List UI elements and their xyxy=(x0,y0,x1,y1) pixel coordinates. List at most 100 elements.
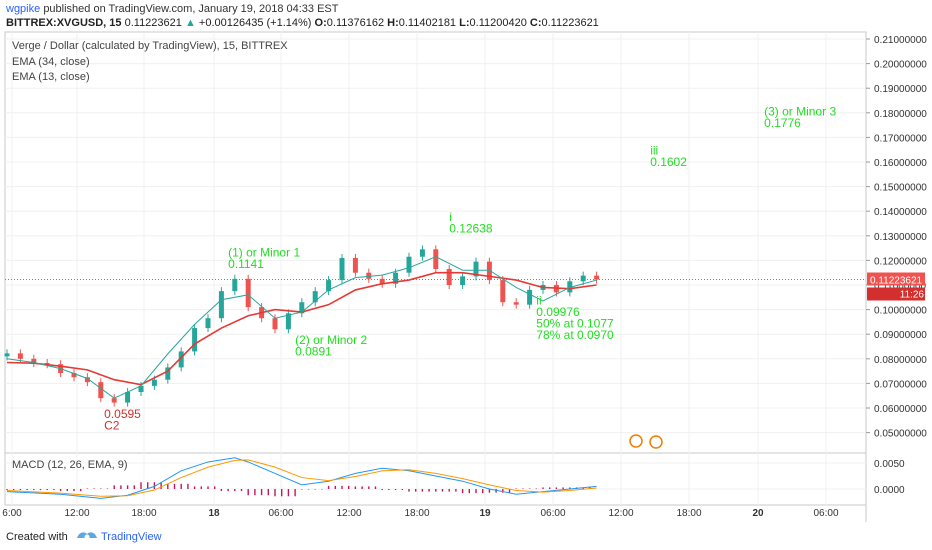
footer: Created with TradingView xyxy=(0,522,932,550)
y-tick-label: 0.11000000 xyxy=(874,281,927,292)
y-tick-label: 0.17000000 xyxy=(874,133,927,144)
candle-body[interactable] xyxy=(486,261,492,281)
tradingview-brand[interactable]: TradingView xyxy=(101,531,162,543)
wave-annotation: (2) or Minor 2 xyxy=(295,333,367,347)
candle-body[interactable] xyxy=(460,276,466,285)
high-value: 0.11402181 xyxy=(398,17,457,29)
candle-body[interactable] xyxy=(272,318,278,330)
candle-body[interactable] xyxy=(500,280,506,303)
candle-body[interactable] xyxy=(567,281,573,293)
x-tick-label: 18:00 xyxy=(404,508,429,519)
y-tick-label: 0.07000000 xyxy=(874,379,927,390)
candle-body[interactable] xyxy=(218,291,224,319)
y-tick-label: 0.16000000 xyxy=(874,158,927,169)
y-tick-label: 0.20000000 xyxy=(874,60,927,71)
x-tick-label: 12:00 xyxy=(336,508,361,519)
candle-body[interactable] xyxy=(44,362,50,365)
candle-body[interactable] xyxy=(111,398,117,403)
x-tick-label: 19 xyxy=(479,508,491,519)
y-tick-label: 0.14000000 xyxy=(874,207,927,218)
wave-annotation: (1) or Minor 1 xyxy=(228,246,300,260)
candle-body[interactable] xyxy=(31,358,37,363)
candle-body[interactable] xyxy=(352,257,358,273)
legend-ema13[interactable]: EMA (13, close) xyxy=(12,71,90,83)
ema13-line[interactable] xyxy=(6,256,597,399)
signal-line[interactable] xyxy=(6,459,597,497)
candle-body[interactable] xyxy=(84,377,90,383)
event-flag-icon[interactable] xyxy=(629,434,643,448)
candle-body[interactable] xyxy=(285,313,291,330)
ema34-line[interactable] xyxy=(6,271,597,386)
open-label: O: xyxy=(314,17,327,29)
candle-body[interactable] xyxy=(433,249,439,270)
x-tick-label: 06:00 xyxy=(813,508,838,519)
candle-body[interactable] xyxy=(125,392,131,403)
candle-body[interactable] xyxy=(473,261,479,277)
candle-body[interactable] xyxy=(446,269,452,285)
x-tick-label: 6:00 xyxy=(2,508,22,519)
candle-body[interactable] xyxy=(4,353,10,357)
candle-body[interactable] xyxy=(312,291,318,303)
x-tick-label: 18 xyxy=(208,508,220,519)
candle-body[interactable] xyxy=(580,275,586,282)
candle-body[interactable] xyxy=(151,379,157,386)
y-tick-label: 0.10000000 xyxy=(874,306,927,317)
candle-body[interactable] xyxy=(419,249,425,257)
candle-body[interactable] xyxy=(232,278,238,292)
price-pane[interactable] xyxy=(4,245,867,407)
candle-body[interactable] xyxy=(165,367,171,380)
candle-body[interactable] xyxy=(326,280,332,292)
candle-body[interactable] xyxy=(366,272,372,279)
symbol-label[interactable]: BITTREX:XVGUSD, 15 xyxy=(6,17,122,29)
event-flag-icon[interactable] xyxy=(649,435,663,449)
candle-body[interactable] xyxy=(245,278,251,308)
candle-body[interactable] xyxy=(17,353,23,359)
created-with-text: Created with xyxy=(6,531,68,543)
publisher-link[interactable]: wgpike xyxy=(6,3,41,15)
x-tick-label: 18:00 xyxy=(676,508,701,519)
last-price: 0.11223621 xyxy=(124,17,182,29)
y-tick-label: 0.05000000 xyxy=(874,429,927,440)
wave-annotation: i xyxy=(449,210,452,224)
macd-tick-label: 0.0050 xyxy=(874,459,905,470)
wave-annotation: ii xyxy=(536,294,541,308)
candle-body[interactable] xyxy=(339,257,345,281)
candle-body[interactable] xyxy=(178,351,184,368)
candle-body[interactable] xyxy=(192,328,198,352)
grid xyxy=(4,31,867,522)
x-tick-label: 06:00 xyxy=(540,508,565,519)
price-change: +0.00126435 (+1.14%) xyxy=(198,17,312,29)
legend-ema34[interactable]: EMA (34, close) xyxy=(12,55,90,68)
chart-canvas[interactable]: 0.21000000 0.20000000 0.19000000 0.18000000… xyxy=(0,0,932,522)
close-label: C: xyxy=(529,17,542,29)
candle-body[interactable] xyxy=(379,278,385,284)
candle-body[interactable] xyxy=(406,256,412,273)
candle-body[interactable] xyxy=(205,318,211,329)
low-value: 0.11200420 xyxy=(469,17,527,29)
candle-body[interactable] xyxy=(594,275,600,280)
macd-pane[interactable] xyxy=(6,457,597,499)
countdown-tag-label: 11:26 xyxy=(900,289,925,300)
candle-body[interactable] xyxy=(98,382,104,399)
wave-annotation: 0.0891 xyxy=(295,345,332,359)
tradingview-logo-icon xyxy=(77,532,97,540)
price-tag-label: 0.11223621 xyxy=(870,275,923,286)
y-tick-label: 0.15000000 xyxy=(874,183,927,194)
candle-body[interactable] xyxy=(299,302,305,314)
macd-legend[interactable]: MACD (12, 26, EMA, 9) xyxy=(12,459,128,471)
price-tag xyxy=(867,272,925,286)
legend-title[interactable]: Verge / Dollar (calculated by TradingVie… xyxy=(12,40,288,52)
macd-tick-label: 0.0000 xyxy=(874,485,905,496)
candle-body[interactable] xyxy=(71,373,77,378)
wave-annotation: 0.1602 xyxy=(650,155,687,169)
candle-body[interactable] xyxy=(138,385,144,393)
wave-annotation: C2 xyxy=(104,418,120,432)
candle-body[interactable] xyxy=(393,272,399,284)
macd-line[interactable] xyxy=(6,457,597,499)
wave-annotation: 0.1776 xyxy=(764,116,801,130)
y-tick-label: 0.12000000 xyxy=(874,256,927,267)
wave-annotation: (3) or Minor 3 xyxy=(764,104,836,118)
candle-body[interactable] xyxy=(527,289,533,305)
quote-line: BITTREX:XVGUSD, 15 0.11223621 ▲ +0.00126… xyxy=(6,17,599,29)
candle-body[interactable] xyxy=(513,302,519,305)
